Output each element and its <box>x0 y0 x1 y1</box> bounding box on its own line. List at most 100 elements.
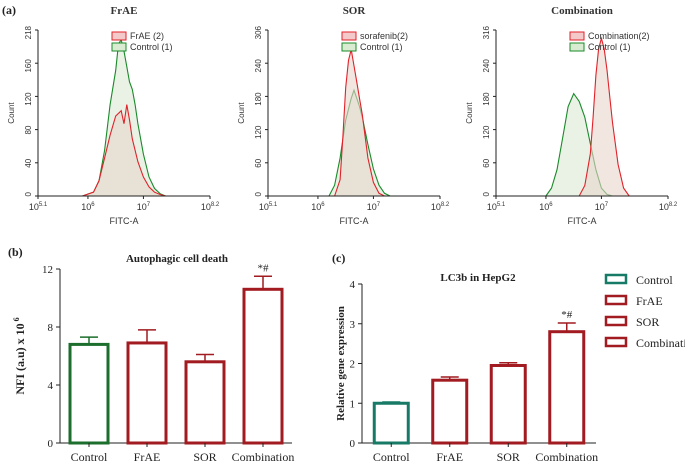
chart-title: Autophagic cell death <box>126 253 228 265</box>
series-line-green <box>82 38 166 197</box>
chart-title: Combination <box>551 5 613 17</box>
series-line-red <box>82 104 166 197</box>
series-line-red <box>578 36 630 197</box>
panel-label-b: (b) <box>8 245 23 259</box>
y-tick-label: 0 <box>24 191 33 196</box>
legend-label: Combination <box>636 336 685 350</box>
y-tick-label: 180 <box>482 92 491 106</box>
series-area-red <box>82 104 166 196</box>
x-tick-label: 107 <box>595 202 609 212</box>
significance-annotation: *# <box>258 262 270 274</box>
bar-combination <box>242 287 284 445</box>
y-tick-label: 120 <box>24 92 33 106</box>
legend-label: FrAE (2) <box>130 31 164 41</box>
x-tick-label: 105.1 <box>259 202 278 212</box>
chart-title: FrAE <box>111 5 138 17</box>
x-tick-label: 106 <box>81 202 95 212</box>
y-tick-label: 316 <box>482 25 491 39</box>
x-tick-label: 106 <box>311 202 325 212</box>
y-tick-label: 160 <box>24 59 33 73</box>
bar-control <box>68 342 110 445</box>
y-tick-label: 120 <box>482 125 491 139</box>
histogram-combination: Combination 0 60 120 180 240 316 Count 105.1 106 1… <box>465 5 678 226</box>
y-tick-label: 240 <box>482 59 491 73</box>
legend-label: FrAE <box>636 294 663 308</box>
chart-title: LC3b in HepG2 <box>440 272 516 284</box>
y-tick-label: 8 <box>48 322 54 334</box>
legend-swatch <box>341 42 357 52</box>
series-line-red <box>334 49 385 197</box>
legend-label: Control <box>636 273 673 287</box>
bar-combination <box>548 330 586 445</box>
x-tick-label: Combination <box>232 450 295 463</box>
y-tick-label: 4 <box>350 279 356 291</box>
legend-label: sorafenib(2) <box>360 31 408 41</box>
x-tick-label: 107 <box>137 202 151 212</box>
y-tick-label: 120 <box>254 125 263 139</box>
y-tick-label: 60 <box>254 158 263 167</box>
bar-chart-autophagic-cell-death: Autophagic cell death 0 4 8 12 NFI (a.u) x 10… <box>12 253 294 463</box>
legend-swatch <box>569 42 585 52</box>
legend-label: SOR <box>636 315 659 329</box>
significance-annotation: *# <box>561 309 573 321</box>
y-axis-label: Relative gene expression <box>335 306 347 421</box>
y-tick-label: 80 <box>24 125 33 134</box>
bar-chart-lc3b: LC3b in HepG2 0 1 2 3 4 Relative gene expressi… <box>335 272 685 463</box>
y-tick-label: 40 <box>24 158 33 167</box>
legend-swatch <box>604 294 628 306</box>
y-tick-label: 306 <box>254 25 263 39</box>
y-axis-label: NFI (a.u) x 10 6 <box>12 317 27 394</box>
y-tick-label: 240 <box>254 59 263 73</box>
x-tick-label: 105.1 <box>487 202 506 212</box>
y-tick-label: 0 <box>254 191 263 196</box>
y-axis-label: Count <box>465 102 474 124</box>
y-axis-label: Count <box>237 102 246 124</box>
legend-label: Control (1) <box>130 42 173 52</box>
bar-frae <box>126 341 168 445</box>
x-tick-label: FrAE <box>436 450 463 463</box>
x-tick-label: Control <box>373 450 410 463</box>
histogram-frae: FrAE 0 40 80 120 160 218 Count 105.1 106 107 108.2 F… <box>7 5 220 226</box>
y-tick-label: 2 <box>350 359 356 371</box>
legend-label: Control (1) <box>360 42 403 52</box>
y-tick-label: 218 <box>24 25 33 39</box>
y-tick-label: 0 <box>482 191 491 196</box>
legend-swatch <box>111 42 127 52</box>
bar-sor <box>489 363 527 445</box>
x-tick-label: Combination <box>535 450 598 463</box>
y-tick-label: 0 <box>48 438 54 450</box>
y-tick-label: 3 <box>350 319 356 331</box>
x-tick-label: SOR <box>497 450 520 463</box>
panel-label-c: (c) <box>332 251 345 265</box>
panel-label-a: (a) <box>2 3 16 17</box>
x-tick-label: SOR <box>193 450 216 463</box>
x-tick-label: 108.2 <box>659 202 678 212</box>
x-tick-label: 106 <box>539 202 553 212</box>
y-tick-label: 12 <box>42 264 53 276</box>
x-tick-label: Control <box>71 450 108 463</box>
y-tick-label: 0 <box>350 438 356 450</box>
x-tick-label: 108.2 <box>201 202 220 212</box>
x-tick-label: 108.2 <box>431 202 450 212</box>
chart-title: SOR <box>343 5 367 17</box>
legend-swatch <box>569 31 585 41</box>
series-area-red <box>334 49 385 196</box>
y-axis-label: Count <box>7 102 16 124</box>
x-axis-label: FITC-A <box>568 216 597 226</box>
legend-label: Combination(2) <box>588 31 650 41</box>
y-tick-label: 60 <box>482 158 491 167</box>
series-area-green <box>82 39 166 197</box>
y-tick-label: 180 <box>254 92 263 106</box>
legend-swatch <box>341 31 357 41</box>
x-tick-label: FrAE <box>134 450 161 463</box>
y-tick-label: 1 <box>350 398 356 410</box>
legend-swatch <box>604 273 628 285</box>
x-axis-label: FITC-A <box>340 216 369 226</box>
histogram-sor: SOR 0 60 120 180 240 306 Count 105.1 106 107 108.2 F… <box>237 5 450 226</box>
bar-frae <box>431 378 469 445</box>
legend-swatch <box>604 315 628 327</box>
legend-swatch <box>604 336 628 348</box>
bar-sor <box>184 360 226 445</box>
x-axis-label: FITC-A <box>110 216 139 226</box>
